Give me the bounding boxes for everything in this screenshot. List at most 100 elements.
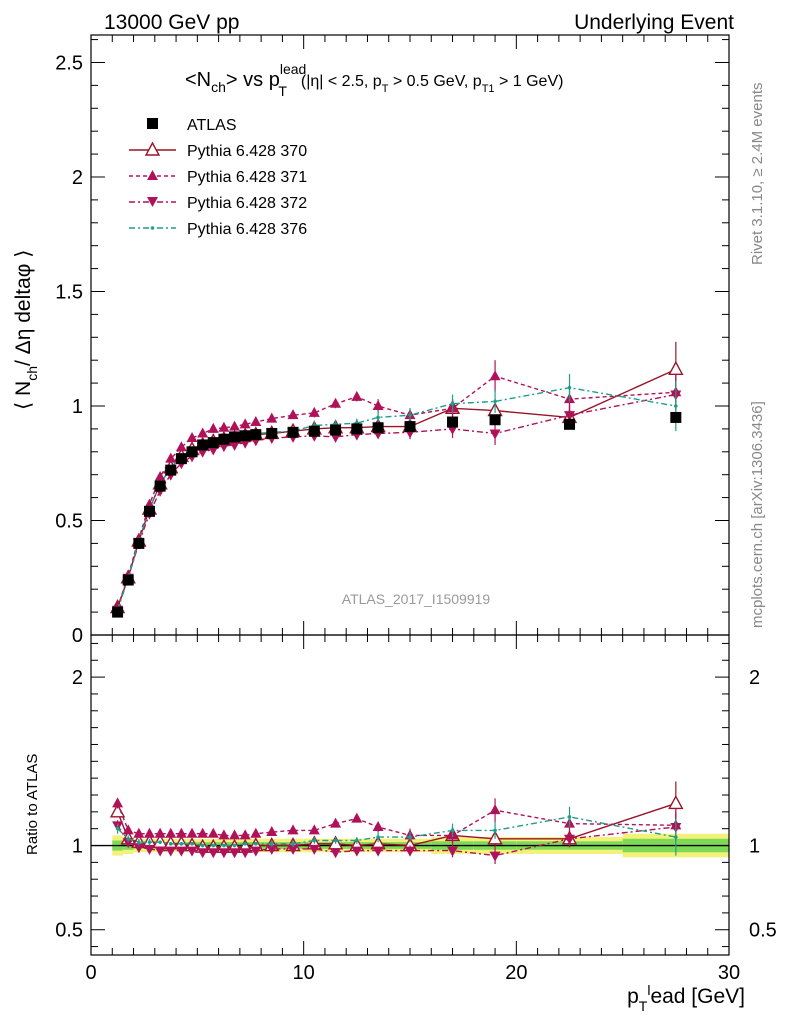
legend-label-370: Pythia 6.428 370 — [187, 143, 307, 160]
main-point-372 — [489, 429, 501, 440]
ratio-point-376 — [179, 842, 184, 846]
ratio-y-tick-label: 0.5 — [55, 920, 83, 942]
main-point-atlas — [670, 411, 682, 423]
ratio-point-376 — [190, 842, 194, 846]
ratio-point-376 — [232, 843, 237, 848]
ratio-point-371 — [229, 829, 241, 840]
legend-marker-370 — [144, 141, 161, 156]
main-point-376 — [376, 415, 380, 420]
main-point-atlas — [351, 423, 363, 435]
main-point-atlas — [372, 422, 384, 434]
main-point-atlas — [186, 446, 198, 458]
ratio-point-372 — [165, 846, 177, 857]
main-point-atlas — [250, 429, 262, 441]
ratio-point-371 — [154, 827, 166, 838]
main-point-371 — [308, 406, 320, 417]
legend: ATLAS Pythia 6.428 370 Pythia 6.428 371 … — [129, 117, 307, 238]
ratio-point-371 — [175, 827, 187, 838]
main-point-atlas — [133, 537, 145, 549]
ratio-point-376 — [211, 843, 216, 848]
ratio-y-tick-label: 1 — [72, 836, 83, 858]
main-point-atlas — [207, 437, 219, 449]
legend-marker-376 — [150, 226, 155, 230]
ratio-point-372 — [489, 851, 501, 862]
legend-marker-atlas — [147, 118, 158, 129]
main-y-tick-label: 2 — [72, 167, 83, 189]
main-point-376 — [674, 404, 678, 408]
main-point-371 — [330, 397, 342, 408]
ratio-point-376 — [222, 843, 226, 848]
ratio-point-376 — [355, 838, 359, 843]
main-point-atlas — [308, 425, 320, 437]
main-y-tick-label: 1.5 — [55, 281, 83, 303]
main-y-tick-label: 0.5 — [55, 510, 83, 532]
ratio-point-376 — [254, 842, 258, 846]
ratio-point-372 — [250, 846, 262, 857]
ratio-point-371 — [330, 817, 342, 828]
ratio-point-372 — [564, 834, 575, 845]
ratio-point-372 — [351, 846, 363, 857]
main-point-atlas — [404, 421, 416, 433]
main-point-atlas — [330, 424, 342, 436]
ratio-point-371 — [133, 827, 145, 838]
main-point-atlas — [197, 439, 209, 451]
ratio-point-376 — [126, 836, 131, 841]
ratio-y-tick-label-right: 0.5 — [749, 920, 777, 942]
analysis-watermark: ATLAS_2017_I1509919 — [342, 591, 491, 607]
ratio-point-376 — [567, 815, 572, 819]
main-point-371 — [372, 399, 384, 410]
legend-label-372: Pythia 6.428 372 — [187, 195, 307, 212]
main-y-tick-label: 2.5 — [55, 52, 83, 74]
ratio-point-376 — [493, 828, 497, 833]
legend-entry-atlas: ATLAS — [147, 117, 237, 134]
ratio-point-372 — [287, 844, 299, 855]
legend-entry-376: Pythia 6.428 376 — [129, 221, 307, 238]
x-tick-label: 20 — [505, 962, 527, 984]
ratio-point-372 — [197, 848, 209, 859]
main-line-376 — [116, 386, 676, 611]
ratio-point-376 — [137, 840, 141, 844]
main-line-370 — [116, 368, 677, 608]
main-point-atlas — [489, 414, 501, 426]
ratio-point-376 — [115, 826, 120, 831]
legend-entry-372: Pythia 6.428 372 — [129, 195, 307, 212]
main-point-371 — [207, 422, 219, 433]
main-point-atlas — [122, 574, 134, 586]
rivet-version-label: Rivet 3.1.10, ≥ 2.4M events — [749, 83, 766, 266]
main-point-atlas — [287, 426, 299, 438]
ratio-point-376 — [376, 835, 380, 839]
main-point-372 — [564, 411, 575, 422]
ratio-point-376 — [243, 842, 247, 846]
legend-entry-371: Pythia 6.428 371 — [129, 169, 307, 186]
legend-label-atlas: ATLAS — [187, 117, 237, 134]
main-point-371 — [489, 370, 501, 381]
ratio-point-371 — [351, 812, 363, 823]
ratio-point-371 — [489, 804, 501, 815]
ratio-point-376 — [158, 840, 162, 844]
main-y-tick-label: 0 — [72, 625, 83, 647]
ratio-y-axis-label: Ratio to ATLAS — [24, 754, 41, 855]
ratio-point-371 — [287, 824, 299, 835]
ratio-point-371 — [308, 824, 320, 835]
main-y-tick-label: 1 — [72, 396, 83, 418]
ratio-point-376 — [147, 840, 152, 844]
ratio-point-371 — [266, 826, 278, 837]
ratio-point-372 — [372, 846, 384, 857]
ratio-point-376 — [312, 838, 317, 843]
main-point-atlas — [266, 427, 278, 439]
ratio-point-371 — [122, 824, 134, 835]
ratio-point-376 — [408, 835, 412, 839]
main-point-371 — [239, 418, 251, 429]
ratio-point-376 — [200, 843, 205, 848]
ratio-point-371 — [143, 827, 155, 838]
ratio-point-376 — [269, 842, 274, 846]
main-point-atlas — [564, 418, 575, 430]
ratio-point-371 — [207, 827, 219, 838]
main-point-376 — [567, 385, 572, 390]
mcplots-reference-label: mcplots.cern.ch [arXiv:1306.3436] — [749, 401, 766, 628]
ratio-point-376 — [333, 838, 338, 843]
main-point-atlas — [112, 606, 124, 618]
ratio-point-371 — [165, 827, 177, 838]
ratio-point-372 — [218, 848, 230, 859]
main-point-371 — [186, 432, 198, 443]
